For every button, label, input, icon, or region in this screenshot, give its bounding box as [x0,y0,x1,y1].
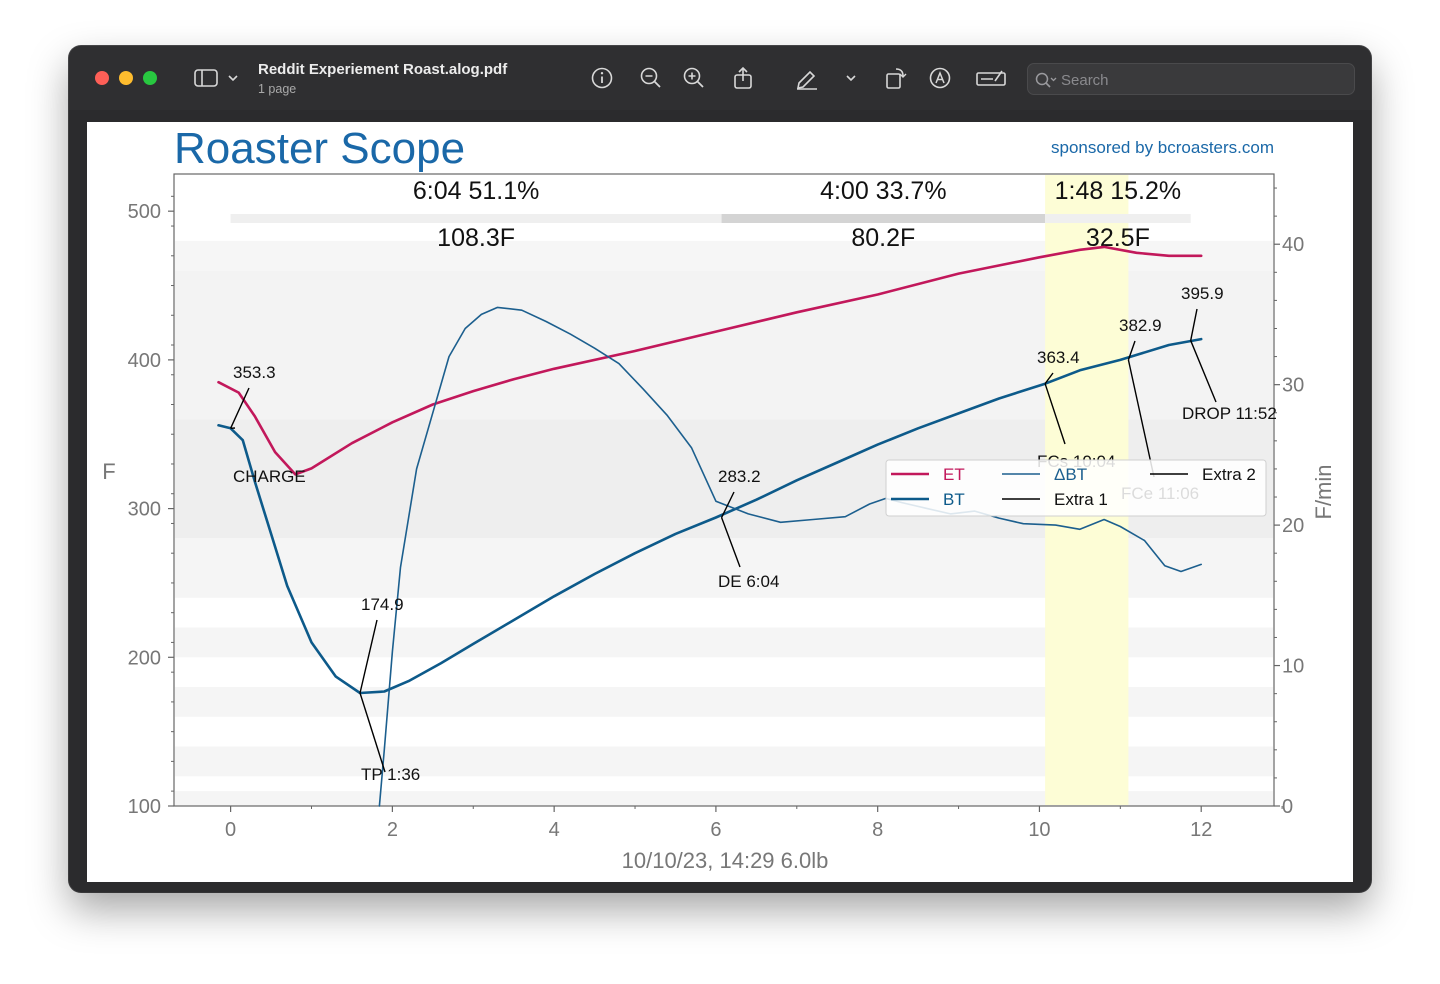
curve-delta-bt [378,306,1202,807]
annotation-value-leader [359,619,378,694]
annotation-label: TP 1:36 [361,765,420,784]
y-tick-label: 100 [128,796,161,818]
info-icon[interactable] [590,66,614,90]
x-tick-label: 6 [710,819,721,841]
annotation-value: 395.9 [1181,284,1224,303]
phase-delta-label: 80.2F [851,224,915,252]
zoom-in-icon[interactable] [682,66,706,90]
y2-tick-label: 40 [1282,234,1304,256]
curve-bt [217,337,1203,695]
x-tick-label: 8 [872,819,883,841]
annotation-label: CHARGE [233,467,306,486]
legend-label: ET [943,465,965,484]
annotation-value: 283.2 [718,467,761,486]
annotation-value-leader [229,387,250,429]
annotation-value-leader [1127,340,1136,361]
annotation-value-leader [720,491,735,518]
annotation-value: 363.4 [1037,348,1080,367]
phase-time-label: 4:00 33.7% [820,177,947,205]
annotation-value-leader [1044,372,1054,385]
sponsor-link[interactable]: sponsored by bcroasters.com [1051,138,1274,157]
annotation-label-leader [720,517,741,568]
annotation-value: 353.3 [233,363,276,382]
x-tick-label: 12 [1190,819,1212,841]
preview-window: Reddit Experiement Roast.alog.pdf 1 page [69,46,1371,892]
annotation-label-leader [1044,383,1066,445]
y2-tick-label: 20 [1282,515,1304,537]
roast-info-footer: 10/10/23, 14:29 6.0lb [622,848,829,873]
zoom-out-icon[interactable] [639,66,663,90]
annotation-value: 382.9 [1119,316,1162,335]
document-page-count: 1 page [258,82,297,96]
rotate-icon[interactable] [884,66,908,90]
y2-tick-label: 0 [1282,796,1293,818]
document-title: Reddit Experiement Roast.alog.pdf [258,61,508,78]
legend-label: Extra 1 [1054,490,1108,509]
title-bar: Reddit Experiement Roast.alog.pdf 1 page [69,46,1371,110]
annotation-label-leader [1127,359,1155,478]
curves [217,245,1203,807]
search-field[interactable]: Search [1027,63,1355,95]
phase-bar [230,214,722,223]
legend-label: Extra 2 [1202,465,1256,484]
y2-tick-label: 10 [1282,656,1304,678]
y-tick-label: 500 [128,201,161,223]
pdf-page: 6:04 51.1% 108.3F 4:00 33.7% 80.2F 1:48 15.2… [87,122,1353,882]
x-tick-label: 0 [225,819,236,841]
annotation-value-leader [1190,308,1198,341]
y-tick-label: 200 [128,647,161,669]
annotation-label: DE 6:04 [718,572,779,591]
minimize-window-button[interactable] [119,71,133,85]
x-tick-label: 10 [1028,819,1050,841]
annotation-value: 174.9 [361,595,404,614]
y-tick-label: 400 [128,350,161,372]
phase-bar [1045,214,1191,223]
sidebar-toggle-icon[interactable] [193,66,219,90]
curve-et [217,245,1203,476]
y-axis-label: F [102,459,115,484]
chevron-down-icon[interactable] [226,66,240,90]
legend-label: ΔBT [1054,465,1087,484]
legend-label: BT [943,490,965,509]
close-window-button[interactable] [95,71,109,85]
search-icon [1034,70,1058,95]
phase-bars [230,214,1191,223]
legend: ET BT ΔBT Extra 1 Extra 2 [885,459,1267,517]
phase-delta-label: 108.3F [437,224,515,252]
annotation-label-leader [1190,340,1217,403]
phase-bar [721,214,1046,223]
y-tick-label: 300 [128,499,161,521]
phase-time-label: 1:48 15.2% [1055,177,1182,205]
search-placeholder: Search [1061,72,1109,89]
share-icon[interactable] [731,66,755,90]
roast-chart: 6:04 51.1% 108.3F 4:00 33.7% 80.2F 1:48 15.2… [102,124,1336,873]
background-stripe [175,791,1273,806]
brand-title: Roaster Scope [174,124,465,173]
y2-axis-label: F/min [1311,465,1336,520]
zoom-window-button[interactable] [143,71,157,85]
annotation-label: DROP 11:52 [1182,404,1277,423]
plot-frame [173,173,1275,807]
phase-time-label: 6:04 51.1% [413,177,540,205]
phase-labels: 6:04 51.1% 108.3F 4:00 33.7% 80.2F 1:48 15.2… [413,177,1181,252]
x-tick-label: 2 [387,819,398,841]
annotation-label-leader [359,692,386,773]
y2-tick-label: 30 [1282,375,1304,397]
form-signature-icon[interactable] [975,66,1007,90]
annotate-icon[interactable] [928,66,952,90]
x-tick-label: 4 [549,819,560,841]
chevron-down-icon[interactable] [844,66,858,90]
markup-pen-icon[interactable] [794,66,820,90]
